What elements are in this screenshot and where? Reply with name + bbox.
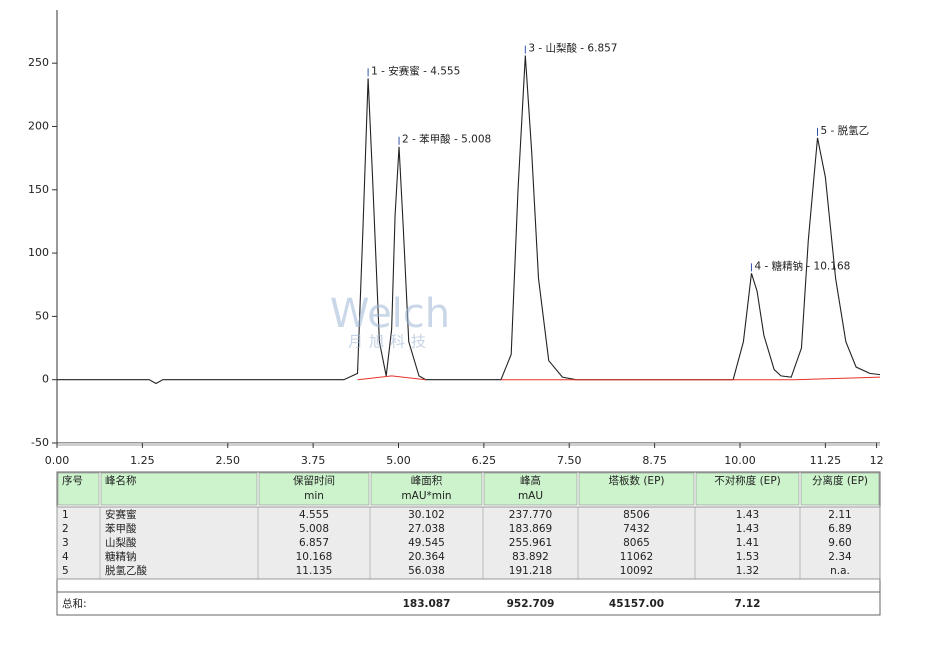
y-tick-label: 50 [35, 309, 49, 322]
table-cell: 4.555 [299, 509, 329, 521]
total-cell: 183.087 [403, 598, 451, 610]
header-cell [370, 472, 483, 506]
peak-label: 3 - 山梨酸 - 6.857 [528, 42, 617, 55]
table-cell: 83.892 [512, 551, 549, 563]
x-tick-label: 2.50 [215, 454, 240, 467]
x-tick-label: 10.00 [724, 454, 756, 467]
x-tick-label: 11.25 [810, 454, 842, 467]
x-tick-label: 12 [870, 454, 884, 467]
table-cell: 11062 [620, 551, 653, 563]
watermark-text: 月旭科技 [348, 333, 432, 351]
x-axis-band [57, 443, 880, 446]
series-line [357, 375, 880, 381]
table-cell: 56.038 [408, 565, 445, 577]
x-tick-label: 3.75 [301, 454, 326, 467]
header-cell [258, 472, 370, 506]
table-cell: 1.32 [736, 565, 759, 577]
table-cell: 5.008 [299, 523, 329, 535]
table-cell: 6.89 [828, 523, 851, 535]
header-cell [57, 472, 100, 506]
peak-label: 5 - 脱氢乙 [821, 124, 870, 137]
total-cell: 952.709 [507, 598, 555, 610]
table-cell: 2.11 [828, 509, 851, 521]
table-cell: 1.43 [736, 509, 759, 521]
table-cell: 1.53 [736, 551, 759, 563]
table-cell: 183.869 [509, 523, 552, 535]
table-body [56, 506, 881, 580]
table-cell: 1.43 [736, 523, 759, 535]
table-cell: 7432 [623, 523, 650, 535]
header-text: 保留时间 [293, 474, 335, 487]
table-cell: 11.135 [296, 565, 333, 577]
x-tick-label: 0.00 [45, 454, 70, 467]
x-tick-label: 7.50 [557, 454, 582, 467]
header-cell [483, 472, 578, 506]
header-text: mAU [518, 490, 543, 502]
y-tick-label: 150 [28, 183, 49, 196]
peak-label: 1 - 安赛蜜 - 4.555 [371, 64, 460, 77]
header-text: 塔板数 (EP) [609, 474, 665, 487]
peak-label: 2 - 苯甲酸 - 5.008 [402, 133, 491, 146]
table-cell: 2 [62, 523, 69, 535]
x-tick-label: 6.25 [472, 454, 497, 467]
table-cell: 4 [62, 551, 69, 563]
header-text: min [304, 490, 324, 502]
peak-label: 4 - 糖精钠 - 10.168 [754, 259, 850, 272]
y-tick-label: -50 [31, 436, 49, 449]
x-tick-label: 8.75 [642, 454, 667, 467]
header-text: 序号 [62, 474, 83, 487]
table-cell: 8506 [623, 509, 650, 521]
table-cell: 9.60 [828, 537, 851, 549]
y-tick-label: 100 [28, 246, 49, 259]
table-cell: 5 [62, 565, 69, 577]
table-cell: 1.41 [736, 537, 759, 549]
x-tick-label: 5.00 [386, 454, 411, 467]
header-cell [578, 472, 695, 506]
header-cell [695, 472, 800, 506]
x-tick-label: 1.25 [130, 454, 155, 467]
series-line [57, 55, 880, 385]
table-cell: 脱氢乙酸 [105, 564, 147, 577]
y-tick-label: 0 [42, 373, 49, 386]
table-cell: 27.038 [408, 523, 445, 535]
header-text: 峰名称 [105, 474, 137, 487]
total-cell: 7.12 [735, 598, 761, 610]
watermark-logo: Welch [330, 291, 450, 337]
table-cell: 20.364 [408, 551, 445, 563]
table-cell: 山梨酸 [105, 536, 137, 549]
header-text: mAU*min [401, 490, 451, 502]
table-cell: 30.102 [408, 509, 445, 521]
table-cell: 3 [62, 537, 69, 549]
table-cell: 1 [62, 509, 69, 521]
table-cell: 2.34 [828, 551, 852, 563]
table-cell: 10.168 [296, 551, 333, 563]
table-cell: 191.218 [509, 565, 552, 577]
table-cell: 237.770 [509, 509, 552, 521]
table-cell: 苯甲酸 [105, 522, 137, 535]
y-tick-label: 250 [28, 56, 49, 69]
table-cell: 255.961 [509, 537, 552, 549]
y-tick-label: 200 [28, 119, 49, 132]
header-text: 峰面积 [411, 475, 443, 487]
header-cell [800, 472, 880, 506]
header-text: 峰高 [520, 474, 541, 487]
table-cell: 8065 [623, 537, 650, 549]
header-text: 分离度 (EP) [812, 474, 868, 487]
header-text: 不对称度 (EP) [714, 474, 781, 487]
table-cell: 6.857 [299, 537, 329, 549]
total-cell: 总和: [62, 597, 87, 610]
total-cell: 45157.00 [609, 598, 664, 610]
table-cell: 糖精钠 [105, 550, 137, 563]
table-cell: 49.545 [408, 537, 445, 549]
table-cell: 安赛蜜 [105, 508, 137, 521]
header-cell [100, 472, 258, 506]
table-cell: n.a. [830, 565, 850, 577]
table-cell: 10092 [620, 565, 653, 577]
